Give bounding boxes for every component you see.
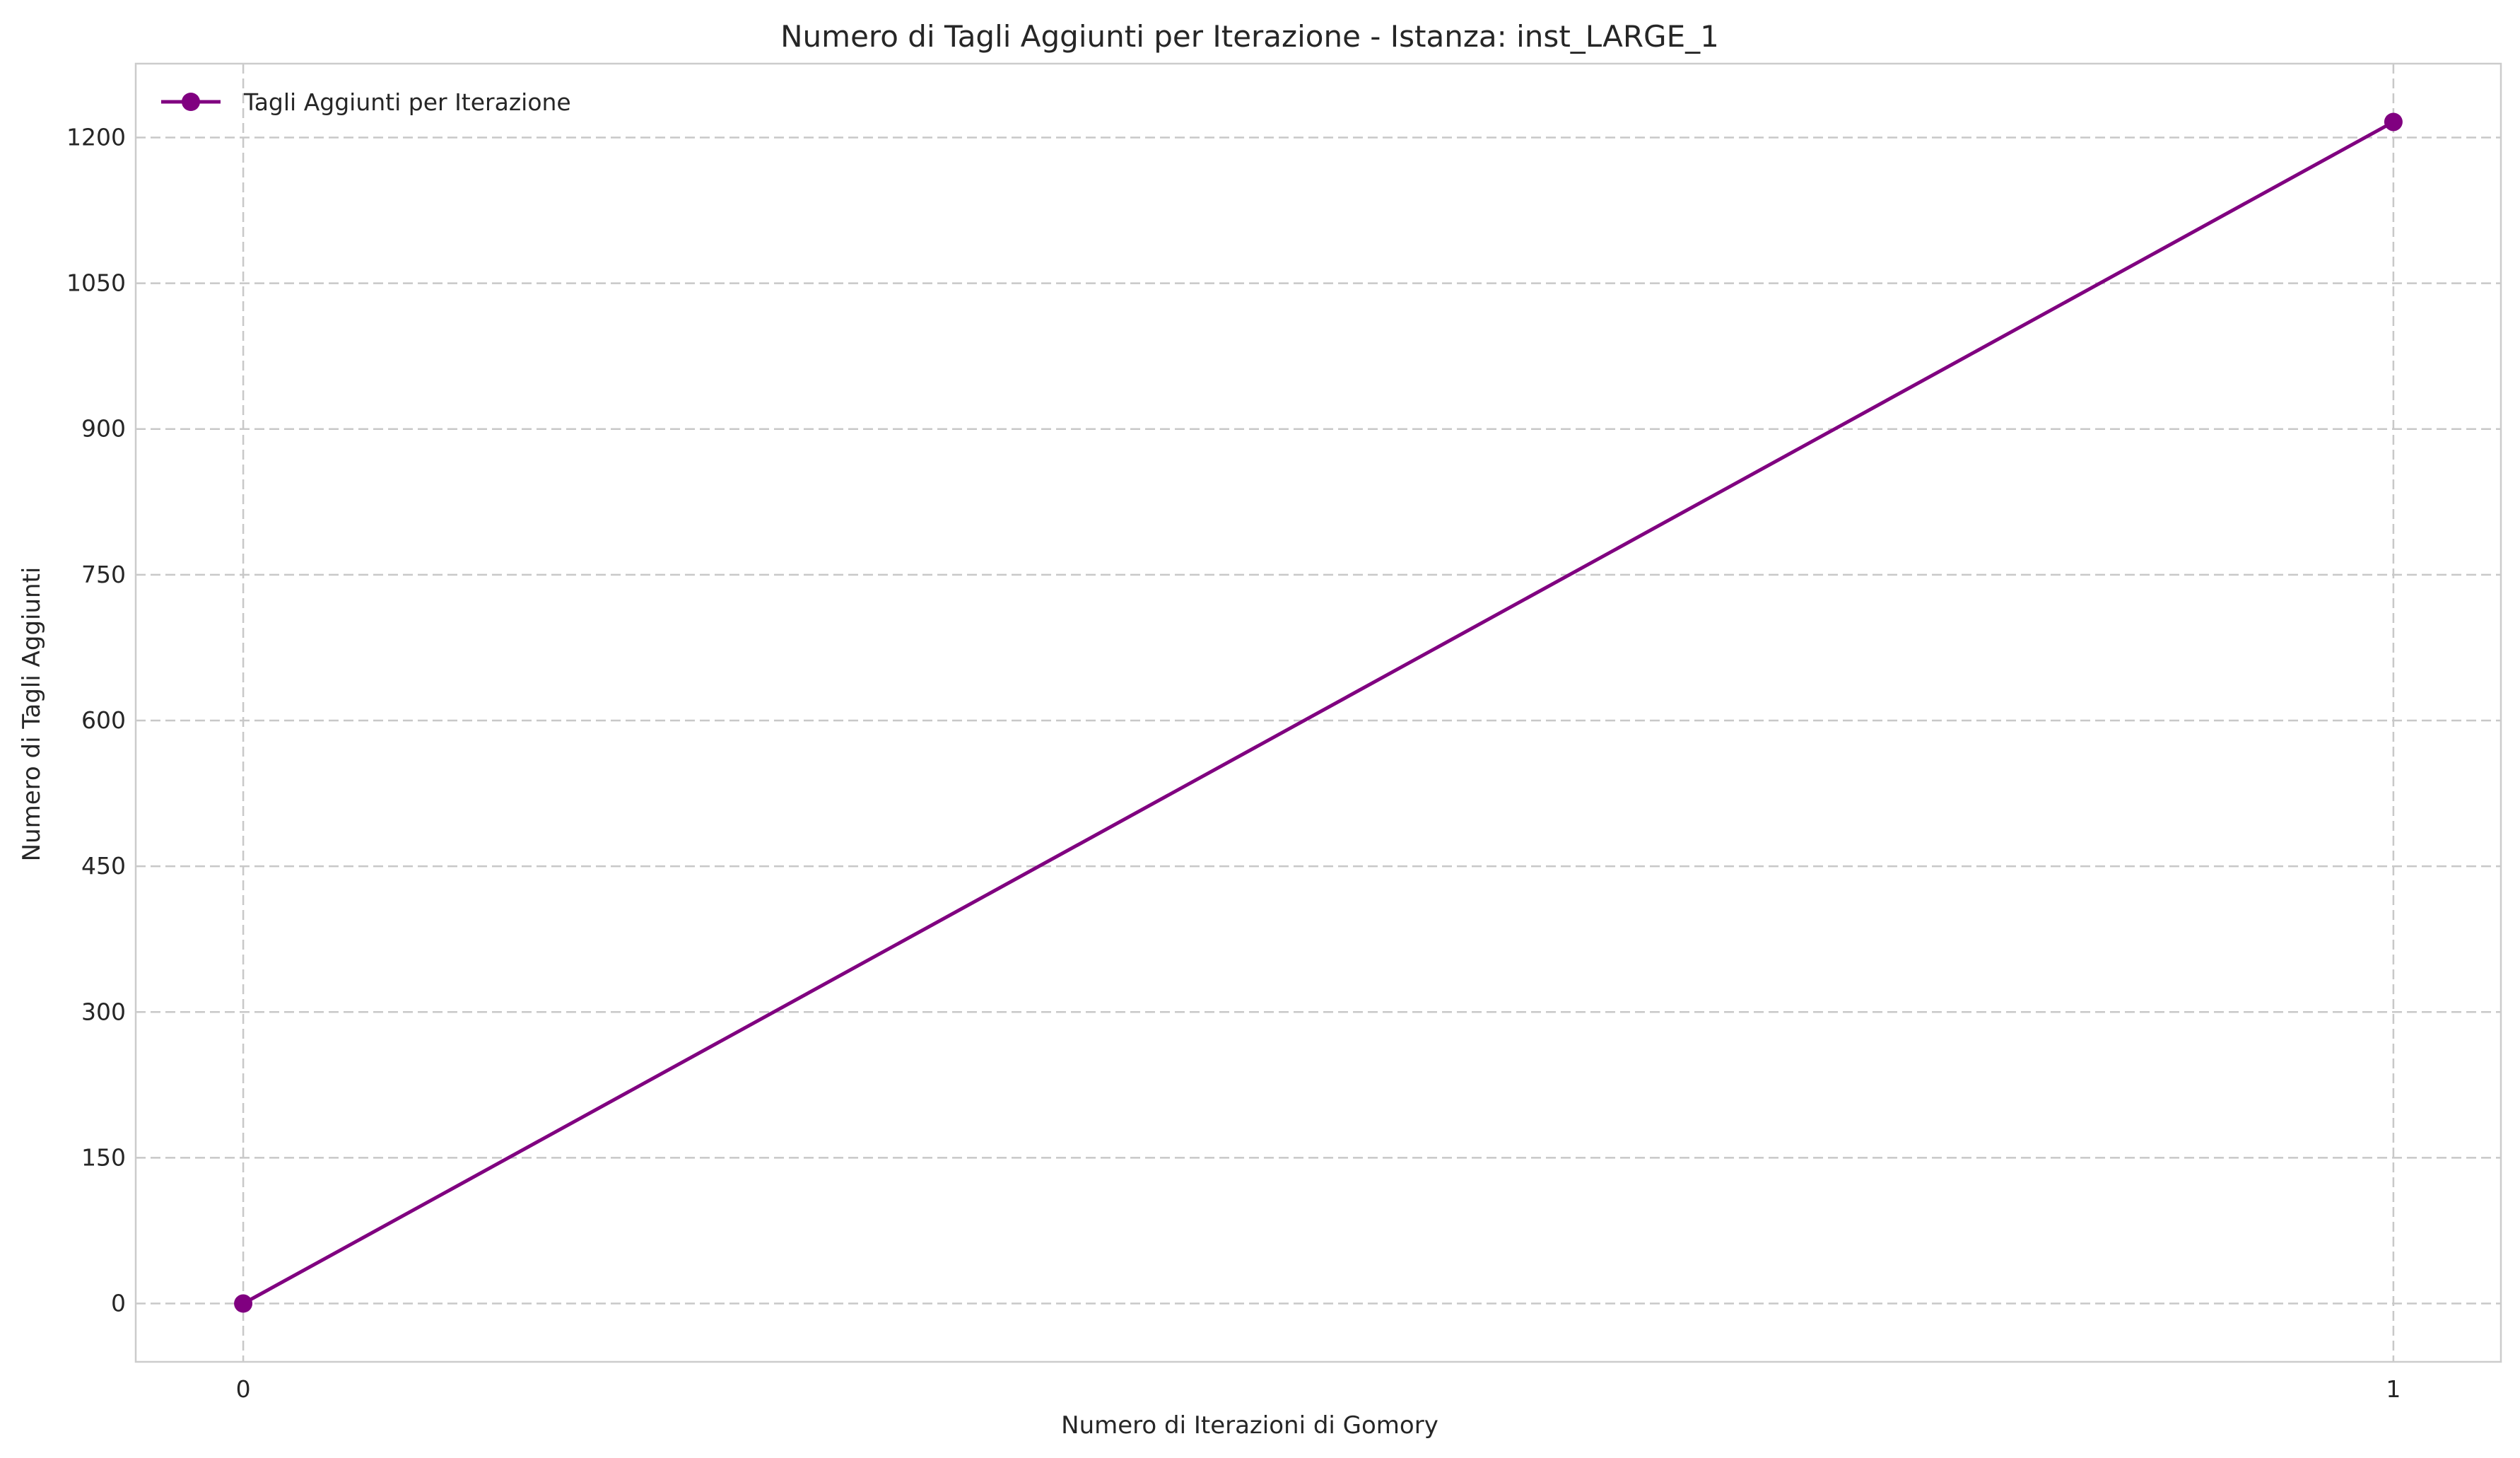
x-tick-label: 1: [2386, 1375, 2401, 1403]
y-tick-label: 750: [81, 561, 126, 588]
x-axis-label: Numero di Iterazioni di Gomory: [1061, 1411, 1438, 1440]
series-line: [242, 120, 2395, 1305]
series: [234, 112, 2403, 1313]
data-point: [234, 1294, 253, 1313]
legend-marker: [182, 93, 200, 111]
legend: Tagli Aggiunti per Iterazione: [161, 88, 571, 116]
y-tick-label: 150: [81, 1143, 126, 1171]
y-axis-label: Numero di Tagli Aggiunti: [18, 567, 46, 862]
y-tick-label: 450: [81, 852, 126, 880]
tick-labels: 0 150 300 450 600 750 900 1050 1200 0 1: [66, 123, 2401, 1403]
y-tick-label: 0: [111, 1290, 126, 1317]
y-tick-label: 300: [81, 998, 126, 1025]
y-tick-label: 1200: [66, 123, 126, 151]
y-tick-label: 900: [81, 415, 126, 443]
data-point: [2384, 112, 2403, 132]
y-tick-label: 600: [81, 706, 126, 734]
x-tick-label: 0: [236, 1375, 251, 1403]
y-tick-label: 1050: [66, 269, 126, 297]
plot-area-frame: [134, 62, 2502, 1363]
chart-title: Numero di Tagli Aggiunti per Iterazione …: [780, 19, 1719, 54]
legend-entry-label: Tagli Aggiunti per Iterazione: [243, 88, 571, 116]
grid: [136, 64, 2501, 1362]
